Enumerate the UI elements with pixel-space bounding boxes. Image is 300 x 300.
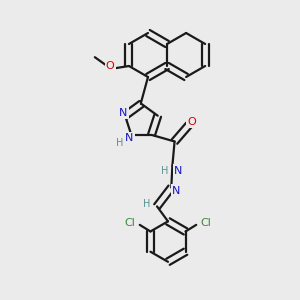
Text: H: H (143, 200, 151, 209)
Text: Cl: Cl (124, 218, 135, 228)
Text: O: O (188, 117, 196, 127)
Text: H: H (116, 138, 123, 148)
Text: N: N (125, 133, 134, 143)
Text: O: O (106, 61, 115, 71)
Text: Cl: Cl (201, 218, 212, 228)
Text: N: N (172, 186, 181, 196)
Text: H: H (161, 166, 168, 176)
Text: N: N (119, 108, 127, 118)
Text: N: N (174, 166, 183, 176)
